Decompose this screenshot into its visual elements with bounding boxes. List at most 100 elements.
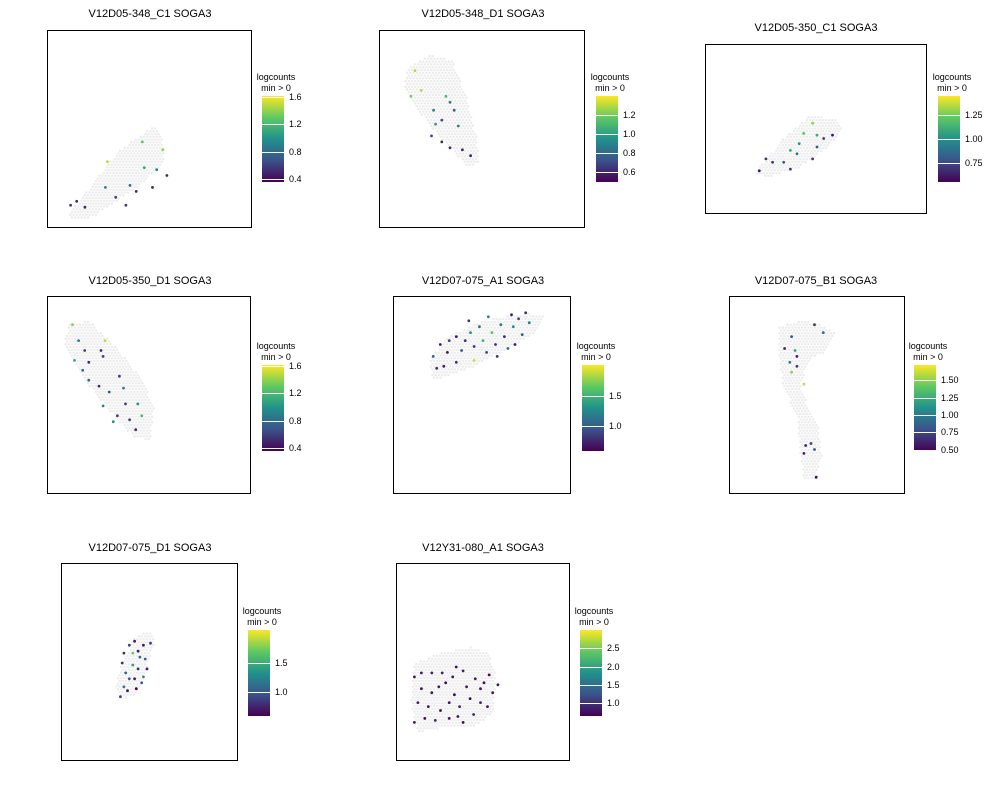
expression-spot [114,195,118,199]
legend-tick-label: 0.4 [289,173,302,184]
expression-spot [133,639,136,643]
expression-spot [448,146,452,150]
legend-tick-mark [914,449,936,451]
expression-spot [75,199,79,203]
expression-spot [472,345,476,348]
expression-spot [793,349,797,352]
legend-tick-mark [262,178,284,180]
expression-spot [87,360,91,364]
expression-spot [764,157,768,161]
legend-tick-label: 1.50 [941,375,959,386]
expression-spot [454,360,458,364]
expression-spot [119,695,122,699]
expression-spot [783,347,786,350]
expression-spot [511,325,515,329]
expression-spot [472,359,476,362]
legend-tick-mark [580,666,602,668]
legend-title-line1: logcounts [256,341,296,351]
legend-tick-label: 1.25 [941,392,959,403]
expression-spot [423,717,427,720]
expression-spot [813,448,816,451]
spot-plot [778,320,836,480]
expression-spot [478,325,481,329]
tissue-background [429,312,545,379]
expression-spot [795,364,799,368]
spot-plot [755,116,842,178]
legend-tick-label: 1.00 [965,134,983,144]
legend-tick-mark [914,397,936,399]
legend-tick-mark [580,648,602,650]
legend-tick-mark [262,97,284,99]
expression-spot [435,366,439,370]
legend-tick-label: 1.5 [609,390,622,401]
expression-spot [142,675,145,679]
expression-spot [434,122,437,126]
expression-spot [430,671,434,675]
expression-spot [126,689,129,693]
expression-spot [465,685,468,689]
legend-colorbar [914,365,936,451]
legend-tick-label: 0.8 [623,148,636,159]
legend-tick-mark [596,172,618,174]
expression-spot [813,323,816,327]
legend-tick-mark [248,692,270,694]
legend-tick-label: 1.0 [623,129,636,140]
expression-spot [81,368,85,372]
legend-tick-mark [596,115,618,117]
expression-spot [124,203,128,207]
expression-spot [831,133,834,137]
legend-tick-mark [580,684,602,686]
tissue-background [404,54,479,166]
expression-spot [136,649,140,653]
expression-spot [447,339,451,342]
expression-spot [513,343,517,346]
expression-spot [97,384,101,388]
expression-spot [469,331,472,334]
spot-plot [69,127,169,219]
panel-title: V12D05-350_D1 SOGA3 [88,275,212,287]
expression-spot [438,343,442,346]
legend-title-line2: min > 0 [579,617,609,627]
legend-tick-mark [938,162,960,164]
expression-spot [473,677,477,681]
legend-tick-mark [596,153,618,155]
legend-title-line1: logcounts [932,72,972,82]
legend-title: logcounts min > 0 [580,72,640,94]
legend-title-line1: logcounts [242,606,282,616]
expression-spot [468,697,472,700]
legend-tick-mark [262,151,284,153]
legend-tick-label: 0.4 [289,442,302,453]
plot-frame [705,44,927,214]
expression-spot [155,168,159,172]
legend-tick-mark [938,115,960,117]
expression-spot [802,382,806,386]
expression-spot [149,641,152,645]
expression-spot [430,691,434,695]
legend-tick-label: 1.0 [275,687,288,698]
expression-spot [106,160,109,164]
expression-spot [472,713,475,716]
legend-tick-label: 1.2 [289,119,302,130]
tissue-background [778,320,836,480]
tissue-background [410,646,496,733]
expression-spot [486,315,490,319]
expression-spot [124,671,128,675]
plot-frame [47,296,251,494]
expression-spot [136,402,140,406]
legend-colorbar [262,96,284,182]
expression-spot [69,203,72,207]
legend-tick-label: 0.50 [941,444,959,455]
expression-spot [453,693,456,697]
expression-spot [136,667,140,671]
expression-spot [447,701,451,704]
expression-spot [151,186,154,189]
legend-title-line2: min > 0 [937,83,967,93]
expression-spot [452,108,456,112]
legend-tick-label: 1.25 [965,110,983,121]
plot-frame [47,30,252,228]
expression-spot [446,351,449,354]
legend-colorbar [248,630,270,716]
expression-spot [447,717,451,720]
expression-spot [420,671,423,675]
expression-spot [496,683,500,687]
